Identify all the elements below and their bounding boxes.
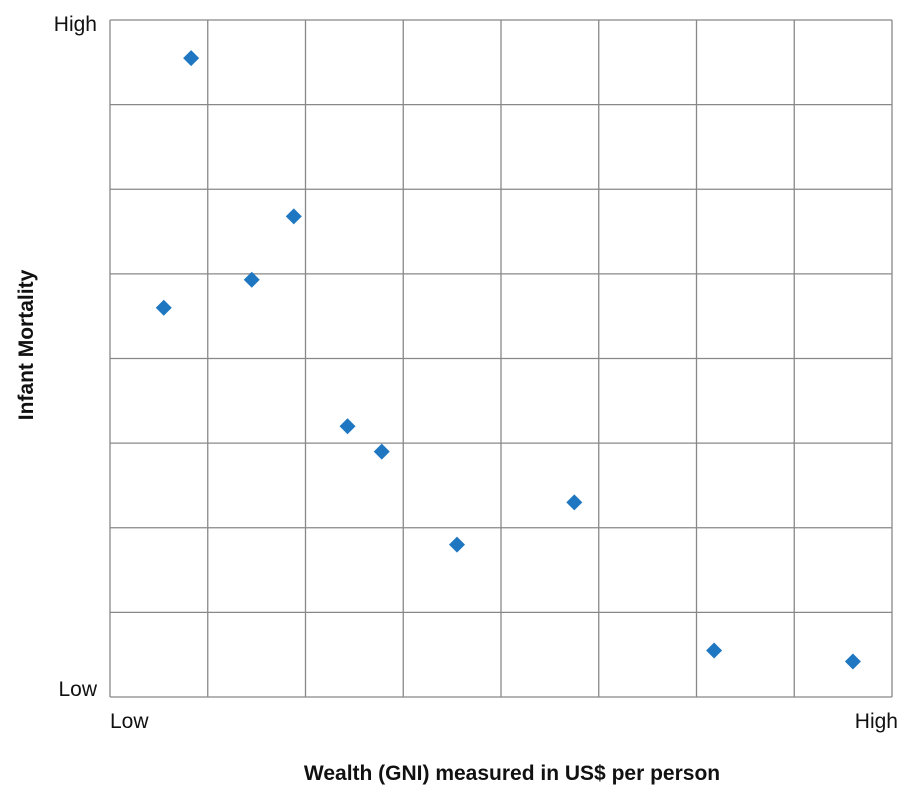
data-point bbox=[243, 271, 260, 288]
x-tick-high: High bbox=[855, 710, 898, 733]
data-point bbox=[844, 653, 861, 670]
x-tick-low: Low bbox=[110, 710, 149, 733]
x-axis-title: Wealth (GNI) measured in US$ per person bbox=[304, 762, 720, 785]
y-tick-high: High bbox=[54, 13, 97, 36]
data-point bbox=[373, 443, 390, 460]
data-point bbox=[449, 536, 466, 553]
data-point bbox=[285, 208, 302, 225]
data-point bbox=[183, 50, 200, 67]
y-tick-low: Low bbox=[58, 678, 97, 701]
data-point bbox=[155, 299, 172, 316]
y-axis-title: Infant Mortality bbox=[15, 269, 38, 420]
data-point bbox=[339, 418, 356, 435]
data-point bbox=[706, 642, 723, 659]
data-point bbox=[566, 494, 583, 511]
grid bbox=[109, 19, 893, 698]
data-points bbox=[155, 50, 861, 670]
